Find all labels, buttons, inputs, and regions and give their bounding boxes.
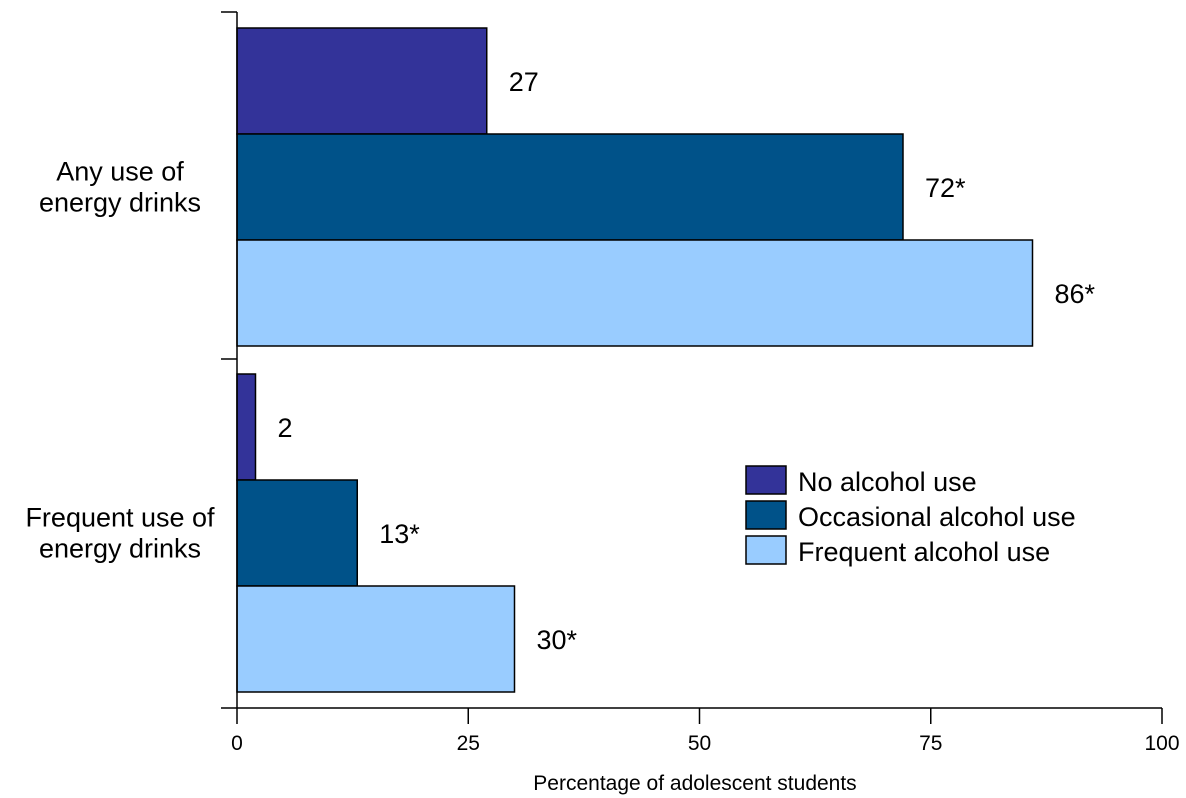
legend-swatch — [745, 535, 787, 565]
legend-label: Frequent alcohol use — [798, 537, 1050, 567]
data-label: 27 — [509, 67, 539, 97]
category-label: Any use of energy drinks — [39, 157, 201, 218]
data-label: 2 — [278, 413, 293, 443]
bar-1-2 — [236, 133, 904, 241]
x-tick-label: 25 — [457, 732, 480, 755]
x-tick-label: 75 — [919, 732, 942, 755]
data-label: 86* — [1055, 279, 1096, 309]
x-tick-label: 0 — [231, 732, 243, 755]
bar-2-2 — [236, 479, 358, 587]
legend-swatch — [745, 465, 787, 495]
x-tick-label: 100 — [1144, 732, 1179, 755]
legend-swatch — [745, 500, 787, 530]
category-label: Frequent use of energy drinks — [25, 503, 215, 564]
data-label: 13* — [379, 519, 420, 549]
bar-2-1 — [236, 373, 257, 481]
x-tick-label: 50 — [688, 732, 711, 755]
data-label: 30* — [537, 625, 578, 655]
data-label: 72* — [925, 173, 966, 203]
bar-1-1 — [236, 27, 488, 135]
legend-label: No alcohol use — [798, 467, 977, 497]
x-axis-title: Percentage of adolescent students — [533, 772, 856, 795]
bar-2-3 — [236, 585, 516, 693]
bar-1-3 — [236, 239, 1034, 347]
legend-label: Occasional alcohol use — [798, 502, 1076, 532]
